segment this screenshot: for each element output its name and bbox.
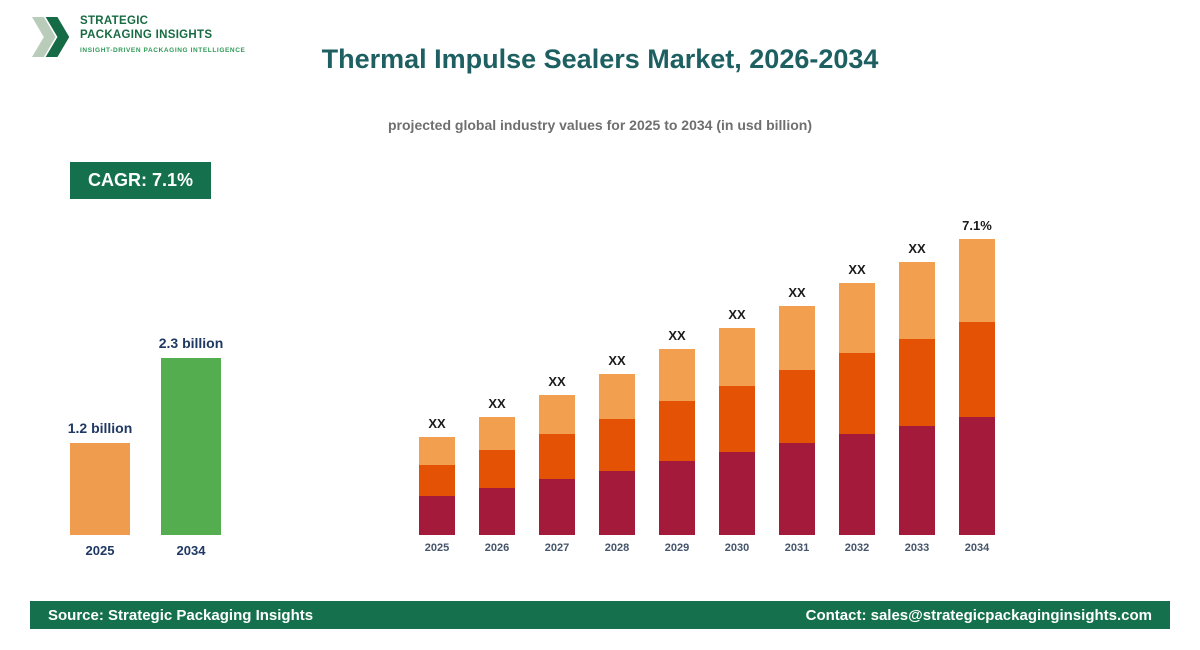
- stacked-bar-column-2030: XX 2030: [719, 205, 755, 554]
- bar-segment-top: [959, 239, 995, 322]
- chart-subtitle: projected global industry values for 202…: [388, 117, 812, 133]
- stacked-bar-column-2031: XX 2031: [779, 205, 815, 554]
- stacked-bar-value-label: XX: [848, 262, 866, 277]
- bar-segment-bottom: [839, 434, 875, 535]
- mini-bar-column-2025: 1.2 billion 2025: [67, 325, 133, 558]
- stacked-bar-value-label: 7.1%: [962, 218, 992, 233]
- stacked-bar-area: XX: [659, 205, 695, 535]
- logo-line1: STRATEGIC: [80, 15, 149, 27]
- bar-segment-top: [899, 262, 935, 339]
- stacked-bar-value-label: XX: [788, 285, 806, 300]
- bar-segment-bottom: [959, 417, 995, 535]
- logo-text: STRATEGIC PACKAGING INSIGHTS INSIGHT-DRI…: [80, 14, 245, 54]
- bar-segment-middle: [539, 434, 575, 479]
- bar-segment-top: [719, 328, 755, 386]
- bar-segment-bottom: [539, 479, 575, 535]
- stacked-bar-area: XX: [599, 205, 635, 535]
- bar-segment-bottom: [899, 426, 935, 535]
- stacked-bar-value-label: XX: [428, 416, 446, 431]
- stacked-bar-area: XX: [899, 205, 935, 535]
- stacked-bar-year-label: 2031: [784, 542, 810, 554]
- bar-segment-bottom: [479, 488, 515, 535]
- bar-segment-top: [479, 417, 515, 450]
- stacked-bar-value-label: XX: [728, 307, 746, 322]
- logo-chevron-icon: [32, 17, 70, 57]
- bar-segment-middle: [719, 386, 755, 452]
- summary-bar-chart: 1.2 billion 2025 2.3 billion 2034: [67, 325, 224, 558]
- footer-bar: Source: Strategic Packaging Insights Con…: [30, 601, 1170, 629]
- bar-segment-middle: [899, 339, 935, 426]
- bar-segment-top: [779, 306, 815, 370]
- stacked-bar-column-2026: XX 2026: [479, 205, 515, 554]
- stacked-bar-year-label: 2026: [484, 542, 510, 554]
- stacked-bar-area: XX: [719, 205, 755, 535]
- stacked-bar-column-2033: XX 2033: [899, 205, 935, 554]
- stacked-bar-column-2032: XX 2032: [839, 205, 875, 554]
- bar-segment-middle: [839, 353, 875, 434]
- bar-segment-bottom: [419, 496, 455, 535]
- footer-contact: Contact: sales@strategicpackaginginsight…: [805, 606, 1152, 624]
- stacked-bar-column-2027: XX 2027: [539, 205, 575, 554]
- stacked-bar-area: XX: [419, 205, 455, 535]
- mini-bar-column-2034: 2.3 billion 2034: [158, 325, 224, 558]
- stacked-bar-year-label: 2033: [904, 542, 930, 554]
- bar-segment-top: [419, 437, 455, 465]
- bar-segment-middle: [959, 322, 995, 417]
- stacked-bar-value-label: XX: [608, 353, 626, 368]
- stacked-bar-column-2025: XX 2025: [419, 205, 455, 554]
- mini-bar-value-label: 1.2 billion: [67, 420, 133, 436]
- bar-segment-middle: [479, 450, 515, 488]
- mini-bar-value-label: 2.3 billion: [158, 335, 224, 351]
- mini-bar-area: 1.2 billion: [67, 325, 133, 535]
- bar-segment-middle: [599, 419, 635, 471]
- stacked-bar-year-label: 2025: [424, 542, 450, 554]
- bar-segment-middle: [419, 465, 455, 496]
- stacked-bar-column-2029: XX 2029: [659, 205, 695, 554]
- mini-bar-area: 2.3 billion: [158, 325, 224, 535]
- stacked-bar-year-label: 2027: [544, 542, 570, 554]
- stacked-bar-column-2028: XX 2028: [599, 205, 635, 554]
- logo-line2: PACKAGING INSIGHTS: [80, 29, 213, 42]
- page-title: Thermal Impulse Sealers Market, 2026-203…: [321, 44, 879, 74]
- mini-bar-rect-2034: [161, 358, 221, 535]
- mini-bar-rect-2025: [70, 443, 130, 535]
- footer-source: Source: Strategic Packaging Insights: [48, 606, 314, 624]
- stacked-bar-area: XX: [539, 205, 575, 535]
- bar-segment-middle: [779, 370, 815, 443]
- bar-segment-top: [659, 349, 695, 401]
- bar-segment-middle: [659, 401, 695, 461]
- bar-segment-bottom: [779, 443, 815, 535]
- stacked-bar-value-label: XX: [908, 241, 926, 256]
- mini-bar-year-label: 2034: [176, 543, 206, 558]
- stacked-bar-year-label: 2028: [604, 542, 630, 554]
- stacked-bar-year-label: 2034: [964, 542, 990, 554]
- stacked-bar-area: 7.1%: [959, 205, 995, 535]
- logo: STRATEGIC PACKAGING INSIGHTS INSIGHT-DRI…: [32, 14, 245, 60]
- stacked-bar-area: XX: [479, 205, 515, 535]
- stacked-bar-value-label: XX: [668, 328, 686, 343]
- stacked-bar-year-label: 2032: [844, 542, 870, 554]
- logo-tagline: INSIGHT-DRIVEN PACKAGING INTELLIGENCE: [80, 46, 246, 54]
- mini-bar-year-label: 2025: [85, 543, 115, 558]
- stacked-bar-year-label: 2029: [664, 542, 690, 554]
- bar-segment-top: [539, 395, 575, 434]
- bar-segment-top: [599, 374, 635, 419]
- stacked-bar-value-label: XX: [488, 396, 506, 411]
- stacked-bar-value-label: XX: [548, 374, 566, 389]
- stacked-bar-area: XX: [779, 205, 815, 535]
- bar-segment-bottom: [719, 452, 755, 535]
- stacked-bar-year-label: 2030: [724, 542, 750, 554]
- cagr-badge: CAGR: 7.1%: [70, 162, 212, 199]
- stacked-bar-chart: XX 2025 XX 2026 XX 2027 XX 2028 XX 2029 XX 2030 XX 20…: [419, 205, 995, 554]
- bar-segment-bottom: [599, 471, 635, 535]
- stacked-bar-area: XX: [839, 205, 875, 535]
- stacked-bar-column-2034: 7.1% 2034: [959, 205, 995, 554]
- bar-segment-top: [839, 283, 875, 353]
- bar-segment-bottom: [659, 461, 695, 535]
